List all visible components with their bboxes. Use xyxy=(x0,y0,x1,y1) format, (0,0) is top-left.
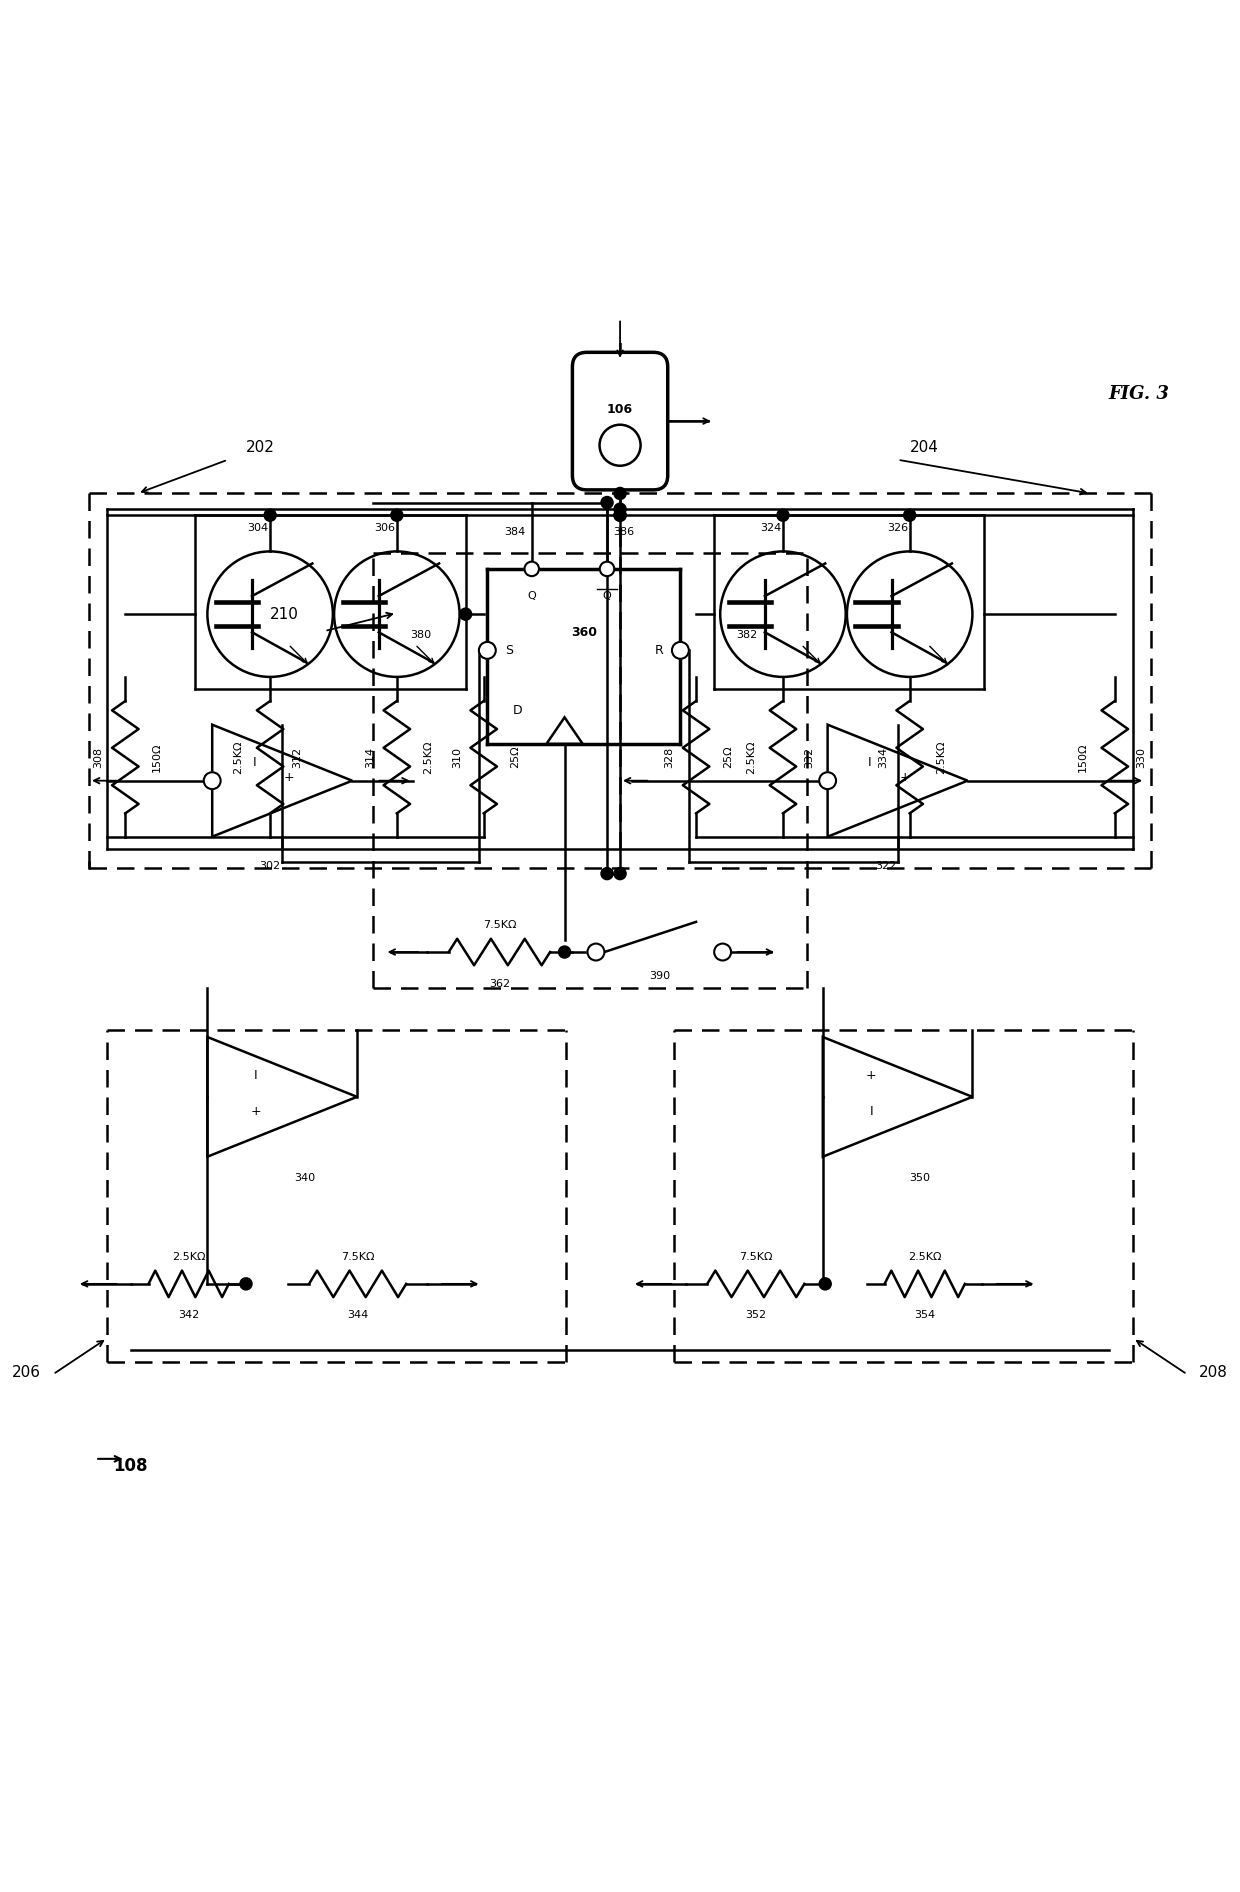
Circle shape xyxy=(601,868,613,880)
Text: 108: 108 xyxy=(113,1457,148,1476)
Text: +: + xyxy=(899,770,910,783)
Circle shape xyxy=(203,772,221,789)
Text: 208: 208 xyxy=(1199,1364,1228,1379)
Text: 202: 202 xyxy=(246,439,275,454)
Circle shape xyxy=(777,509,789,522)
Text: 390: 390 xyxy=(649,971,670,980)
Text: 150Ω: 150Ω xyxy=(1079,742,1089,772)
Text: +: + xyxy=(250,1105,262,1118)
Text: 322: 322 xyxy=(875,861,897,870)
Circle shape xyxy=(479,641,496,658)
Text: 328: 328 xyxy=(665,747,675,768)
Text: 2.5KΩ: 2.5KΩ xyxy=(423,740,433,774)
Text: 2.5KΩ: 2.5KΩ xyxy=(908,1253,941,1262)
Circle shape xyxy=(264,509,277,522)
Circle shape xyxy=(588,944,604,961)
Circle shape xyxy=(614,868,626,880)
Text: I: I xyxy=(869,1105,873,1118)
Text: FIG. 3: FIG. 3 xyxy=(1109,384,1169,403)
Circle shape xyxy=(614,503,626,515)
Text: I: I xyxy=(253,757,255,770)
Circle shape xyxy=(558,946,570,957)
Text: +: + xyxy=(284,770,295,783)
Circle shape xyxy=(714,944,732,961)
Text: 310: 310 xyxy=(453,747,463,768)
Text: 334: 334 xyxy=(878,747,888,768)
Text: 332: 332 xyxy=(805,747,815,768)
Text: 7.5KΩ: 7.5KΩ xyxy=(739,1253,773,1262)
Circle shape xyxy=(820,1277,831,1290)
Text: 344: 344 xyxy=(347,1311,368,1321)
Text: 312: 312 xyxy=(291,747,301,768)
Text: I: I xyxy=(254,1069,258,1082)
Text: 302: 302 xyxy=(259,861,280,870)
Text: 340: 340 xyxy=(294,1173,315,1182)
Circle shape xyxy=(614,509,626,522)
Text: I: I xyxy=(868,757,872,770)
Text: 210: 210 xyxy=(270,607,299,622)
Text: 324: 324 xyxy=(760,524,781,534)
Circle shape xyxy=(820,772,836,789)
Text: 7.5KΩ: 7.5KΩ xyxy=(482,920,516,931)
Circle shape xyxy=(241,1277,252,1290)
Text: 2.5KΩ: 2.5KΩ xyxy=(936,740,946,774)
Text: 342: 342 xyxy=(179,1311,200,1321)
Circle shape xyxy=(391,509,403,522)
Text: 25Ω: 25Ω xyxy=(723,745,733,768)
Text: 2.5KΩ: 2.5KΩ xyxy=(233,740,243,774)
Circle shape xyxy=(614,488,626,499)
Text: 326: 326 xyxy=(887,524,908,534)
FancyBboxPatch shape xyxy=(573,352,667,490)
Text: 304: 304 xyxy=(248,524,269,534)
Text: R: R xyxy=(655,643,663,657)
Text: 306: 306 xyxy=(374,524,396,534)
Text: 7.5KΩ: 7.5KΩ xyxy=(341,1253,374,1262)
Text: Q: Q xyxy=(527,590,536,602)
Text: 206: 206 xyxy=(12,1364,41,1379)
Text: D: D xyxy=(512,704,522,717)
Text: S: S xyxy=(505,643,513,657)
Text: 25Ω: 25Ω xyxy=(510,745,521,768)
Text: 2.5KΩ: 2.5KΩ xyxy=(172,1253,206,1262)
Text: 150Ω: 150Ω xyxy=(151,742,162,772)
Text: 330: 330 xyxy=(1137,747,1147,768)
Text: Q: Q xyxy=(603,590,611,602)
Circle shape xyxy=(904,509,915,522)
Circle shape xyxy=(601,496,613,509)
Text: 362: 362 xyxy=(489,978,510,990)
Text: 354: 354 xyxy=(914,1311,935,1321)
Text: 352: 352 xyxy=(745,1311,766,1321)
Text: 350: 350 xyxy=(910,1173,930,1182)
Circle shape xyxy=(614,509,626,522)
Text: 386: 386 xyxy=(613,528,634,537)
Text: 106: 106 xyxy=(608,403,634,416)
Text: 204: 204 xyxy=(910,439,939,454)
Text: 308: 308 xyxy=(93,747,104,768)
Text: 360: 360 xyxy=(570,626,596,639)
Text: 314: 314 xyxy=(365,747,376,768)
Circle shape xyxy=(672,641,689,658)
Text: 2.5KΩ: 2.5KΩ xyxy=(746,740,756,774)
Text: +: + xyxy=(866,1069,877,1082)
Circle shape xyxy=(525,562,539,577)
Circle shape xyxy=(600,562,614,577)
Text: 384: 384 xyxy=(505,528,526,537)
Text: 382: 382 xyxy=(737,630,758,639)
Text: 380: 380 xyxy=(410,630,432,639)
Circle shape xyxy=(460,607,471,621)
